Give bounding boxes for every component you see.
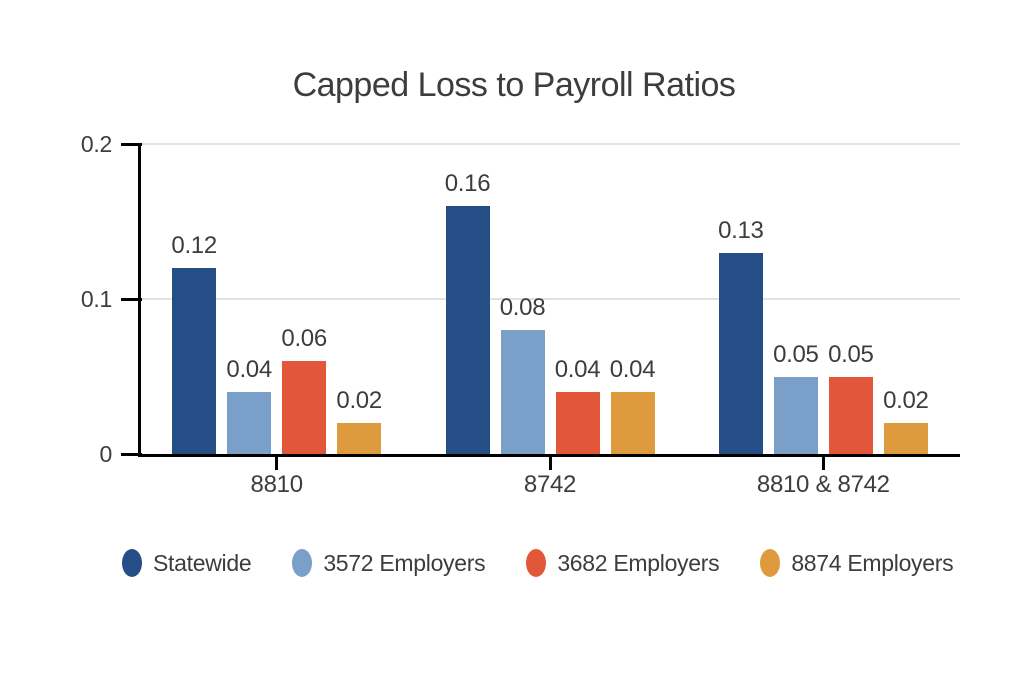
y-axis-line <box>138 144 141 457</box>
gridline <box>140 143 960 145</box>
legend-item-label: 8874 Employers <box>791 549 954 576</box>
bar[interactable] <box>227 392 272 454</box>
bar[interactable] <box>828 376 873 454</box>
legend-marker-icon <box>526 549 547 577</box>
x-axis-category-label: 8810 & 8742 <box>756 471 890 498</box>
bar-value-label: 0.02 <box>883 387 929 414</box>
bar[interactable] <box>282 361 327 454</box>
legend-marker-icon <box>292 549 313 577</box>
x-axis-tick <box>821 457 825 470</box>
x-axis-tick <box>548 457 552 470</box>
y-axis-label: 0.1 <box>80 286 112 312</box>
bar-value-label: 0.02 <box>336 387 382 414</box>
bar[interactable] <box>555 392 600 454</box>
x-axis-line <box>138 454 960 457</box>
bar-value-label: 0.05 <box>828 340 874 368</box>
bar-value-label: 0.04 <box>609 356 656 383</box>
y-axis-label: 0.2 <box>80 131 112 157</box>
legend-item[interactable]: 3572 Employers <box>292 549 486 577</box>
bar[interactable] <box>500 330 545 454</box>
bar-value-label: 0.16 <box>444 170 491 197</box>
bar[interactable] <box>718 252 763 454</box>
legend-item[interactable]: 3682 Employers <box>526 549 720 577</box>
legend-item[interactable]: 8874 Employers <box>760 549 954 577</box>
bar-value-label: 0.08 <box>499 294 546 321</box>
y-axis-tick <box>121 453 142 456</box>
legend-item-label: 3572 Employers <box>323 549 486 576</box>
bar[interactable] <box>883 423 928 454</box>
bar-value-label: 0.06 <box>281 325 327 352</box>
x-axis-category-label: 8742 <box>523 471 577 498</box>
gridline <box>140 298 960 300</box>
legend-item-label: 3682 Employers <box>557 549 720 576</box>
legend-marker-icon <box>760 549 781 577</box>
x-axis-tick <box>275 457 279 470</box>
bar[interactable] <box>773 376 818 454</box>
x-axis-category-label: 8810 <box>250 471 304 498</box>
y-axis-tick <box>121 298 142 301</box>
legend-item[interactable]: Statewide <box>122 549 252 577</box>
y-axis-tick <box>121 143 142 146</box>
bar-value-label: 0.04 <box>554 356 601 383</box>
y-axis-label: 0 <box>99 441 113 467</box>
bar-value-label: 0.13 <box>718 216 764 244</box>
bar[interactable] <box>337 423 382 454</box>
legend: Statewide 3572 Employers 3682 Employers 887… <box>122 549 954 577</box>
bar-value-label: 0.05 <box>773 340 819 368</box>
legend-item-label: Statewide <box>153 549 252 576</box>
chart-title: Capped Loss to Payroll Ratios <box>292 66 736 104</box>
bar[interactable] <box>445 206 490 454</box>
bar-value-label: 0.12 <box>171 232 217 259</box>
bar[interactable] <box>610 392 655 454</box>
legend-marker-icon <box>122 549 142 577</box>
bar-value-label: 0.04 <box>226 356 272 383</box>
bar[interactable] <box>172 268 217 454</box>
